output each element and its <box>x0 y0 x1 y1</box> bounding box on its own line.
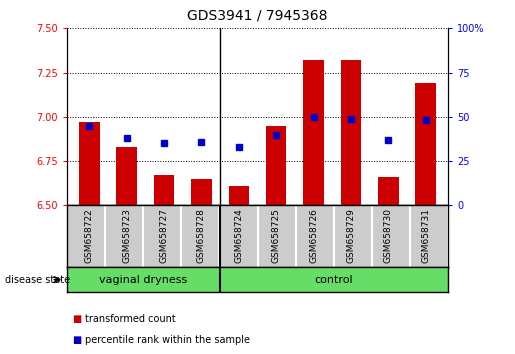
Text: GDS3941 / 7945368: GDS3941 / 7945368 <box>187 9 328 23</box>
Text: transformed count: transformed count <box>85 314 176 324</box>
Bar <box>191 179 212 205</box>
Text: vaginal dryness: vaginal dryness <box>99 275 187 285</box>
Bar <box>116 147 137 205</box>
Text: control: control <box>315 275 353 285</box>
Bar <box>378 177 399 205</box>
Text: GSM658730: GSM658730 <box>384 209 393 263</box>
Bar <box>303 60 324 205</box>
Text: GSM658731: GSM658731 <box>421 209 430 263</box>
Bar <box>266 126 286 205</box>
Bar <box>416 83 436 205</box>
Text: ■: ■ <box>72 314 81 324</box>
Bar <box>79 122 99 205</box>
Text: GSM658724: GSM658724 <box>234 209 243 263</box>
Text: ■: ■ <box>72 335 81 345</box>
Text: GSM658723: GSM658723 <box>122 209 131 263</box>
Bar <box>340 60 361 205</box>
Text: GSM658727: GSM658727 <box>160 209 168 263</box>
Text: GSM658725: GSM658725 <box>272 209 281 263</box>
Text: GSM658729: GSM658729 <box>347 209 355 263</box>
Bar <box>154 175 175 205</box>
Bar <box>229 186 249 205</box>
Text: percentile rank within the sample: percentile rank within the sample <box>85 335 250 345</box>
Text: GSM658722: GSM658722 <box>85 209 94 263</box>
Text: GSM658728: GSM658728 <box>197 209 206 263</box>
Text: disease state: disease state <box>5 275 70 285</box>
Text: GSM658726: GSM658726 <box>309 209 318 263</box>
